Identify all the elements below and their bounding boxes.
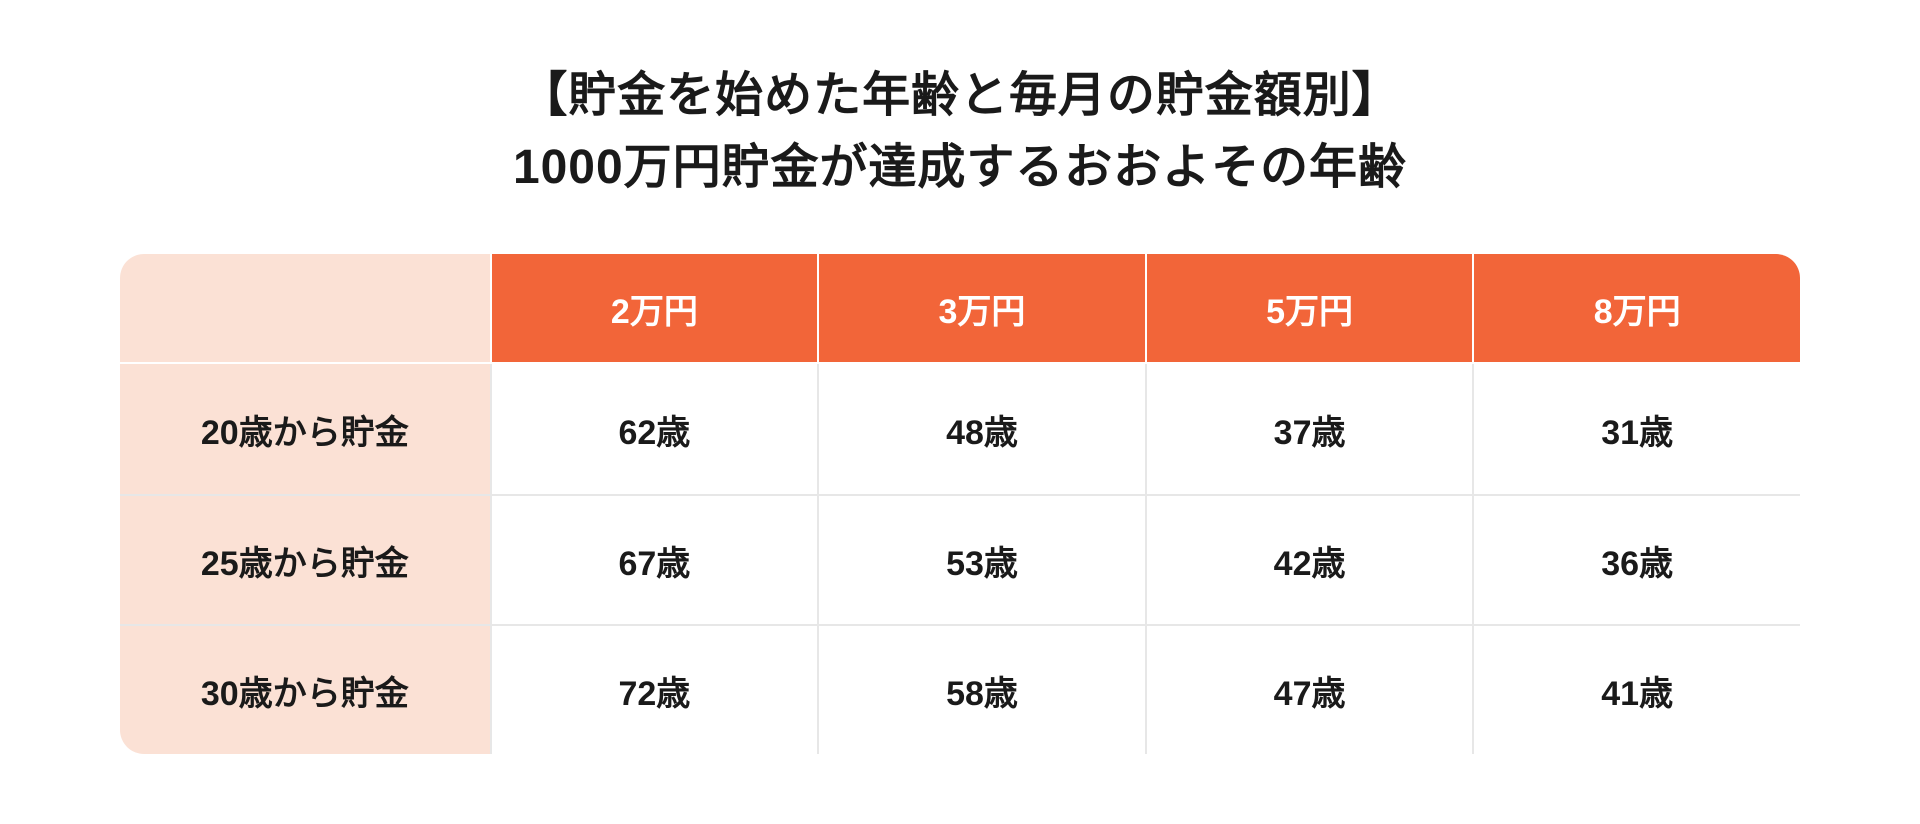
row-header: 25歳から貯金 [120, 494, 490, 624]
col-header-label: 2万円 [611, 293, 698, 331]
cell-value: 67歳 [618, 545, 690, 583]
col-header: 8万円 [1472, 254, 1800, 364]
table-row: 30歳から貯金 72歳 58歳 47歳 41歳 [120, 624, 1800, 754]
cell-value: 72歳 [618, 675, 690, 713]
title-line-1: 【貯金を始めた年齢と毎月の貯金額別】 [519, 69, 1400, 122]
row-header-label: 30歳から貯金 [201, 675, 409, 713]
table-cell: 41歳 [1472, 624, 1800, 754]
row-header: 20歳から貯金 [120, 364, 490, 494]
savings-table: 2万円 3万円 5万円 8万円 20歳から貯金 62歳 48歳 37歳 31歳 … [120, 254, 1800, 754]
cell-value: 42歳 [1274, 545, 1346, 583]
cell-value: 47歳 [1274, 675, 1346, 713]
table-row: 25歳から貯金 67歳 53歳 42歳 36歳 [120, 494, 1800, 624]
col-header-label: 8万円 [1594, 293, 1681, 331]
cell-value: 53歳 [946, 545, 1018, 583]
col-header-label: 5万円 [1266, 293, 1353, 331]
table-cell: 58歳 [817, 624, 1145, 754]
row-header-label: 25歳から貯金 [201, 545, 409, 583]
table-cell: 62歳 [490, 364, 818, 494]
cell-value: 31歳 [1601, 414, 1673, 452]
table-cell: 48歳 [817, 364, 1145, 494]
cell-value: 48歳 [946, 414, 1018, 452]
table-cell: 53歳 [817, 494, 1145, 624]
cell-value: 41歳 [1601, 675, 1673, 713]
table-cell: 37歳 [1145, 364, 1473, 494]
row-header: 30歳から貯金 [120, 624, 490, 754]
cell-value: 37歳 [1274, 414, 1346, 452]
table-cell: 47歳 [1145, 624, 1473, 754]
page-title: 【貯金を始めた年齢と毎月の貯金額別】 1000万円貯金が達成するおおよその年齢 [120, 60, 1800, 204]
table-row: 20歳から貯金 62歳 48歳 37歳 31歳 [120, 364, 1800, 494]
cell-value: 58歳 [946, 675, 1018, 713]
col-header: 5万円 [1145, 254, 1473, 364]
table-cell: 31歳 [1472, 364, 1800, 494]
table-cell: 36歳 [1472, 494, 1800, 624]
cell-value: 62歳 [618, 414, 690, 452]
table-cell: 67歳 [490, 494, 818, 624]
table-corner-cell [120, 254, 490, 364]
row-header-label: 20歳から貯金 [201, 414, 409, 452]
col-header: 3万円 [817, 254, 1145, 364]
title-line-2: 1000万円貯金が達成するおおよその年齢 [513, 141, 1407, 194]
cell-value: 36歳 [1601, 545, 1673, 583]
col-header-label: 3万円 [939, 293, 1026, 331]
col-header: 2万円 [490, 254, 818, 364]
table-cell: 42歳 [1145, 494, 1473, 624]
table-cell: 72歳 [490, 624, 818, 754]
